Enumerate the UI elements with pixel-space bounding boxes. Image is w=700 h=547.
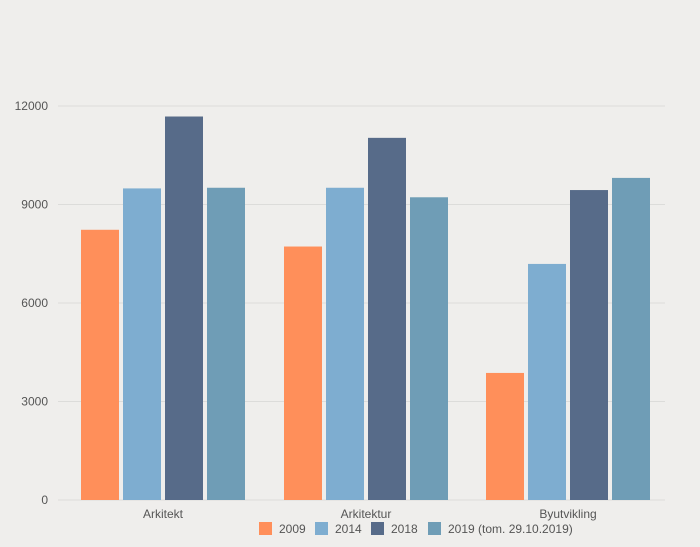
x-category-label: Byutvikling — [539, 507, 596, 521]
bar-arkitektur-2009 — [284, 246, 322, 500]
bar-arkitektur-2019 — [410, 197, 448, 500]
x-category-label: Arkitekt — [143, 507, 184, 521]
bar-arkitektur-2014 — [326, 187, 364, 500]
y-tick-label: 9000 — [21, 198, 48, 212]
bar-arkitektur-2018 — [368, 137, 406, 500]
x-category-label: Arkitektur — [341, 507, 392, 521]
bars — [81, 116, 650, 501]
bar-byutvikling-2019 — [612, 177, 650, 500]
legend-label: 2018 — [391, 522, 418, 536]
legend-swatch — [315, 522, 328, 535]
y-tick-label: 6000 — [21, 296, 48, 310]
bar-byutvikling-2009 — [486, 372, 524, 500]
bar-arkitekt-2014 — [123, 188, 161, 500]
bar-arkitekt-2019 — [207, 187, 245, 500]
legend-swatch — [371, 522, 384, 535]
bar-byutvikling-2014 — [528, 263, 566, 500]
bar-arkitekt-2018 — [165, 116, 203, 501]
y-tick-label: 0 — [41, 493, 48, 507]
y-tick-label: 12000 — [15, 99, 49, 113]
legend-label: 2019 (tom. 29.10.2019) — [448, 522, 573, 536]
legend-label: 2014 — [335, 522, 362, 536]
y-tick-label: 3000 — [21, 395, 48, 409]
legend-swatch — [259, 522, 272, 535]
y-axis-ticks: 0 3000 6000 9000 12000 — [15, 99, 49, 507]
legend-swatch — [428, 522, 441, 535]
bar-byutvikling-2018 — [570, 190, 608, 500]
bar-arkitekt-2009 — [81, 229, 119, 500]
x-axis-labels: Arkitekt Arkitektur Byutvikling — [143, 507, 597, 521]
legend-label: 2009 — [279, 522, 306, 536]
legend: 2009 2014 2018 2019 (tom. 29.10.2019) — [259, 522, 573, 536]
